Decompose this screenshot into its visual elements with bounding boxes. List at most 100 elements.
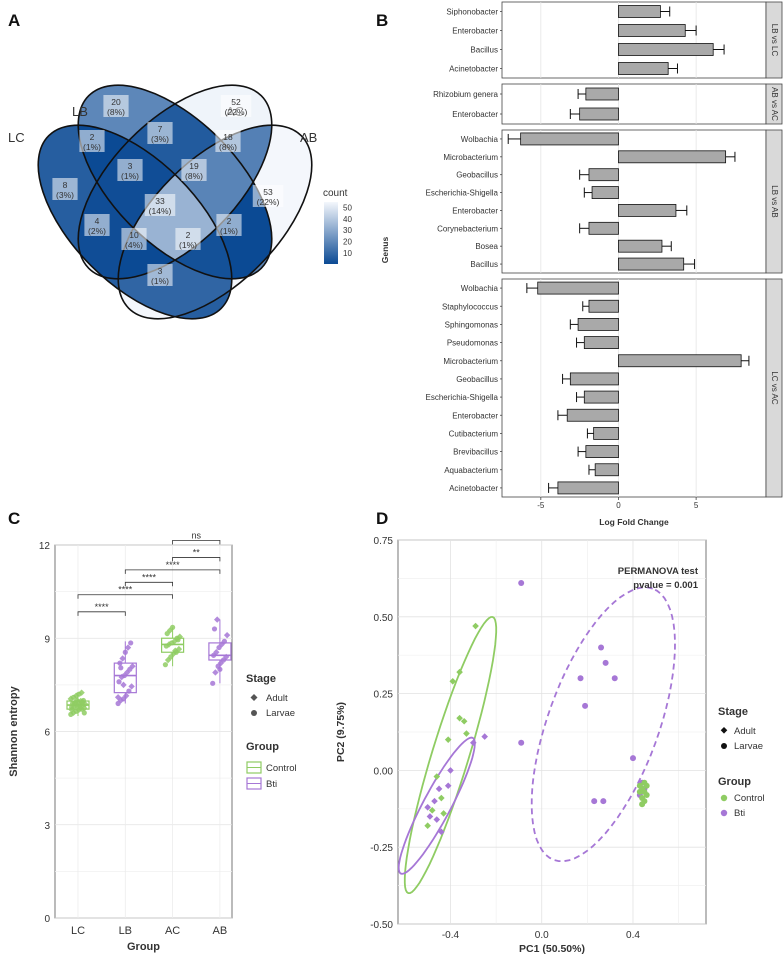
significance-bracket: **** bbox=[124, 560, 221, 574]
box-lc bbox=[66, 689, 90, 718]
y-tick-label: 3 bbox=[44, 821, 50, 832]
legend-stage-title: Stage bbox=[718, 706, 748, 718]
data-point bbox=[211, 652, 217, 658]
venn-percent: (3%) bbox=[151, 134, 169, 144]
y-tick-label: 12 bbox=[39, 541, 51, 552]
significance-bracket: **** bbox=[77, 585, 173, 599]
bracket-line bbox=[124, 569, 221, 574]
venn-count: 10 bbox=[129, 230, 139, 240]
pca-point-bti-adult bbox=[424, 803, 431, 811]
venn-percent: (1%) bbox=[83, 142, 101, 152]
significance-label: **** bbox=[118, 585, 133, 595]
data-point bbox=[78, 689, 85, 696]
significance-bracket: ns bbox=[172, 530, 221, 545]
genus-label: Acinetobacter bbox=[449, 484, 498, 493]
y-tick-label: -0.50 bbox=[370, 920, 393, 931]
venn-percent: (14%) bbox=[149, 206, 172, 216]
y-tick-label: 0.50 bbox=[374, 613, 394, 624]
box-ac bbox=[161, 624, 185, 668]
y-tick-label: -0.25 bbox=[370, 843, 393, 854]
confidence-ellipse-bti-adult bbox=[398, 736, 476, 875]
venn-percent: (4%) bbox=[125, 240, 143, 250]
lfc-bar bbox=[588, 168, 619, 182]
data-point bbox=[166, 627, 174, 634]
significance-label: **** bbox=[95, 602, 110, 612]
venn-count: 52 bbox=[231, 97, 241, 107]
venn-label-bg bbox=[117, 159, 143, 181]
significance-bracket: **** bbox=[77, 602, 126, 616]
data-point bbox=[73, 697, 81, 704]
data-point bbox=[216, 644, 222, 651]
venn-label-bg bbox=[220, 95, 252, 117]
pca-point-control-adult bbox=[433, 773, 441, 780]
genus-label: Enterobacter bbox=[452, 110, 498, 119]
pca-point-bti-adult bbox=[447, 767, 454, 774]
venn-count: 8 bbox=[63, 180, 68, 190]
facet-strip bbox=[765, 278, 783, 498]
panel-label-b: B bbox=[376, 11, 388, 30]
venn-set-label-ab: AB bbox=[300, 130, 317, 145]
lfc-bar bbox=[618, 354, 742, 368]
data-point bbox=[123, 692, 130, 699]
venn-label-bg bbox=[144, 194, 176, 216]
genus-label: Geobacillus bbox=[456, 171, 498, 180]
venn-count: 4 bbox=[95, 216, 100, 226]
lfc-bar bbox=[618, 204, 677, 217]
lfc-bar bbox=[520, 132, 619, 146]
pca-point-bti-larvae bbox=[518, 739, 525, 746]
data-point bbox=[117, 660, 123, 666]
data-point bbox=[115, 700, 121, 707]
log-fold-change-chart: LB vs LC Siphonobacter Enterobacter Bacillu… bbox=[380, 1, 783, 527]
legend-group-item: Control bbox=[266, 763, 297, 774]
facet-ab-vs-ac: AB vs AC Rhizobium genera Enterobacter bbox=[433, 83, 783, 125]
data-point bbox=[119, 655, 126, 662]
pca-point-control-adult bbox=[472, 622, 479, 630]
permanova-pvalue: pvalue = 0.001 bbox=[633, 580, 698, 591]
x-tick-label: LC bbox=[71, 925, 85, 937]
bracket-line bbox=[172, 539, 221, 545]
venn-count: 2 bbox=[227, 216, 232, 226]
genus-label: Enterobacter bbox=[452, 206, 498, 215]
legend-group-item: Control bbox=[734, 793, 765, 804]
lfc-bar bbox=[588, 221, 619, 235]
x-tick-label: LB bbox=[119, 925, 132, 937]
pca-point-control-adult bbox=[444, 736, 452, 743]
genus-label: Microbacterium bbox=[443, 357, 498, 366]
data-point bbox=[117, 697, 124, 704]
lfc-bar bbox=[557, 481, 619, 495]
legend-larvae-marker bbox=[721, 743, 727, 749]
data-point bbox=[170, 650, 177, 657]
data-point bbox=[128, 683, 135, 690]
legend-tick: 50 bbox=[343, 203, 352, 212]
pca-point-control-adult bbox=[424, 822, 431, 829]
ellipses bbox=[398, 586, 676, 894]
box-lb bbox=[113, 640, 137, 707]
pca-point-control-adult bbox=[428, 807, 436, 814]
venn-count: 20 bbox=[111, 97, 121, 107]
venn-percent: (1%) bbox=[179, 240, 197, 250]
data-point bbox=[82, 700, 89, 708]
pca-point-control-adult bbox=[460, 717, 468, 725]
lfc-bar bbox=[618, 24, 686, 37]
data-point bbox=[223, 653, 230, 661]
confidence-ellipse-control-adult bbox=[403, 616, 498, 894]
genus-label: Escherichia-Shigella bbox=[426, 189, 499, 198]
x-axis-title: Log Fold Change bbox=[599, 517, 669, 527]
genus-label: Microbacterium bbox=[443, 153, 498, 162]
legend-group-marker bbox=[720, 809, 728, 817]
lfc-bar bbox=[594, 463, 619, 477]
legend-title: count bbox=[323, 188, 348, 199]
legend-tick: 10 bbox=[343, 249, 352, 258]
box-ab bbox=[208, 616, 232, 686]
bracket-line bbox=[124, 581, 173, 587]
legend-stage-item: Larvae bbox=[266, 708, 295, 719]
venn-count: 33 bbox=[155, 196, 165, 206]
lfc-bar bbox=[591, 186, 619, 199]
pca-point-control-adult bbox=[438, 794, 445, 802]
data-point bbox=[118, 673, 125, 681]
data-point bbox=[120, 696, 127, 702]
venn-percent: (1%) bbox=[121, 171, 139, 181]
facet-strip bbox=[765, 83, 783, 125]
pca-point-bti-adult bbox=[431, 797, 438, 805]
